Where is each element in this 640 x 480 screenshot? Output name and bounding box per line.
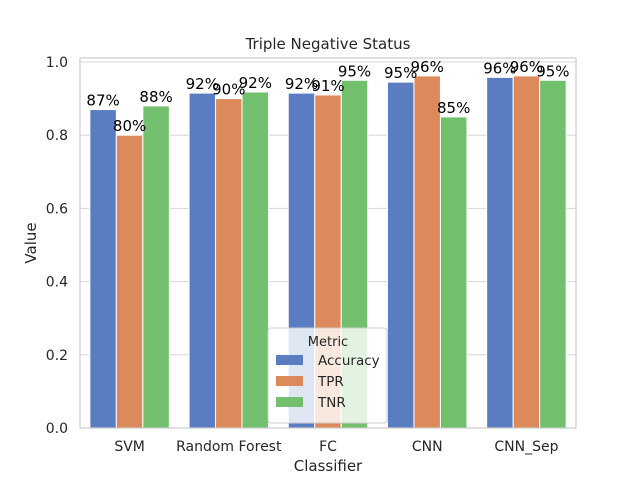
bars [89,75,567,429]
data-label: 80% [113,117,146,135]
legend-label: Accuracy [318,353,380,369]
data-label: 90% [212,81,245,99]
legend-swatch [276,376,303,386]
bar [386,81,415,429]
data-label: 91% [311,77,344,95]
data-label: 95% [536,62,569,80]
y-tick-label: 0.2 [46,348,68,364]
legend-swatch [276,355,303,365]
x-tick-label: SVM [114,439,145,455]
y-tick-label: 1.0 [46,55,68,71]
y-axis-label: Value [22,222,40,263]
bar [215,98,243,429]
plot-frame [79,57,577,429]
bar [142,105,170,429]
bar [89,109,117,429]
legend-label: TNR [317,395,346,411]
x-tick-label: CNN [412,439,443,455]
data-label: 96% [411,58,444,76]
data-labels: 87%80%88%92%90%92% 92%91%95% 95%96%85%96%9… [86,58,569,135]
x-tick-label: Random Forest [176,439,282,455]
data-label: 95% [338,62,371,80]
bar [439,116,468,429]
data-label: 92% [186,75,219,93]
bar [512,75,541,429]
x-tick-labels: SVM Random Forest FC CNN CNN_Sep [114,439,558,455]
bar [188,92,217,429]
data-label: 85% [437,99,470,117]
x-axis-label: Classifier [294,457,363,475]
bar [539,79,567,429]
legend: Metric Accuracy TPR TNR [267,327,388,424]
data-label: 95% [384,64,417,82]
data-label: 96% [483,59,516,77]
bar [241,91,270,429]
x-tick-label: FC [319,439,337,455]
data-label: 96% [510,58,543,76]
y-tick-label: 0.4 [46,275,68,291]
x-tick-label: CNN_Sep [494,439,558,455]
data-label: 88% [139,88,172,106]
data-label: 92% [239,74,272,92]
y-tick-label: 0.6 [46,201,68,217]
legend-items: Accuracy TPR TNR [276,353,380,411]
bar [413,75,441,429]
y-tick-label: 0.8 [46,128,68,144]
y-tick-label: 0.0 [46,421,68,437]
data-label: 92% [285,75,318,93]
legend-swatch [276,397,303,407]
bar [115,134,144,429]
chart-title: Triple Negative Status [245,35,411,53]
bar [486,76,514,429]
data-label: 87% [86,92,119,110]
legend-title: Metric [308,335,348,350]
y-tick-labels: 0.0 0.2 0.4 0.6 0.8 1.0 [46,55,68,437]
legend-label: TPR [317,374,344,390]
